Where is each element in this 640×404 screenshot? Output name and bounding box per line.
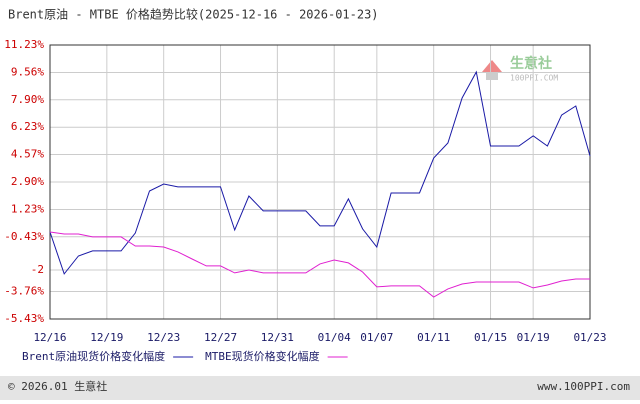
- x-tick-label: 12/16: [33, 331, 66, 344]
- y-tick-label: -5.43%: [4, 312, 44, 325]
- series-line: [49, 231, 590, 298]
- y-tick-label: 9.56%: [11, 65, 44, 78]
- x-tick-label: 01/23: [573, 331, 606, 344]
- y-tick-label: 7.90%: [11, 93, 44, 106]
- footer-site: www.100PPI.com: [537, 380, 630, 393]
- y-tick-label: 4.57%: [11, 148, 44, 161]
- watermark: 生意社 100PPI.COM: [482, 55, 558, 83]
- watermark-logo: [482, 60, 502, 72]
- watermark-logo: [486, 72, 498, 80]
- x-tick-label: 01/11: [417, 331, 450, 344]
- y-tick-label: 6.23%: [11, 120, 44, 133]
- y-tick-label: 11.23%: [4, 38, 44, 51]
- x-tick-label: 01/19: [517, 331, 550, 344]
- legend-label: MTBE现货价格变化幅度: [205, 349, 320, 363]
- x-tick-label: 01/07: [360, 331, 393, 344]
- x-tick-label: 12/23: [147, 331, 180, 344]
- x-tick-label: 12/31: [261, 331, 294, 344]
- watermark-site: 100PPI.COM: [510, 74, 558, 83]
- legend: Brent原油现货价格变化幅度 MTBE现货价格变化幅度: [22, 349, 348, 363]
- plot-frame: [49, 44, 591, 320]
- y-tick-label: 1.23%: [11, 202, 44, 215]
- watermark-name: 生意社: [510, 55, 552, 72]
- x-tick-label: 12/19: [90, 331, 123, 344]
- series-line: [49, 70, 591, 275]
- footer-bar: [0, 376, 640, 400]
- x-tick-label: 01/04: [318, 331, 351, 344]
- y-tick-label: -2: [31, 263, 44, 276]
- x-tick-label: 01/15: [474, 331, 507, 344]
- y-tick-label: -3.76%: [4, 285, 44, 298]
- legend-label: Brent原油现货价格变化幅度: [22, 349, 165, 363]
- y-tick-label: -0.43%: [4, 230, 44, 243]
- x-tick-label: 12/27: [204, 331, 237, 344]
- chart-title: Brent原油 - MTBE 价格趋势比较(2025-12-16 - 2026-…: [8, 7, 379, 22]
- footer-copyright: © 2026.01 生意社: [8, 379, 107, 393]
- y-tick-label: 2.90%: [11, 175, 44, 188]
